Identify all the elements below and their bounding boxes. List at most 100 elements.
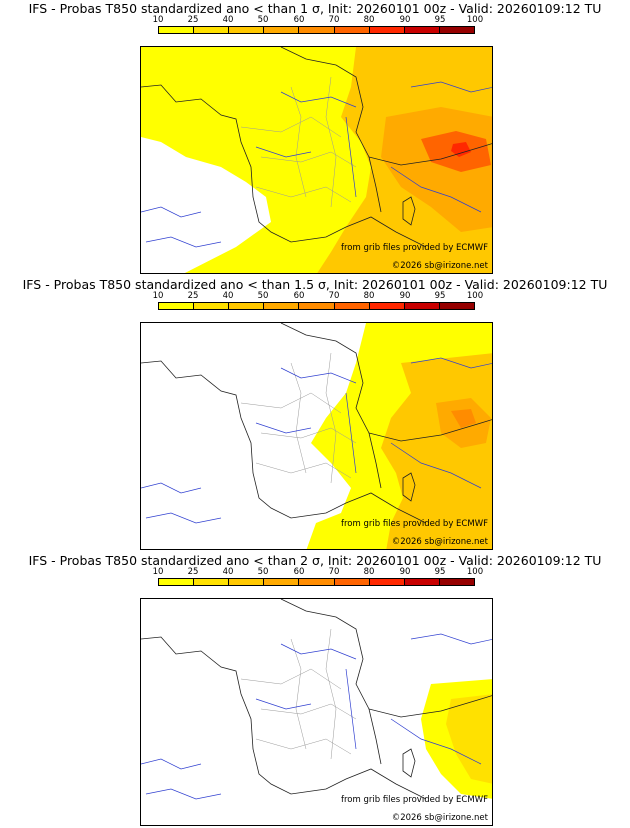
legend-swatch [369,579,405,585]
legend-swatch [439,27,474,33]
legend-tick: 25 [187,15,199,25]
legend-swatch [439,579,474,585]
data-source-credit: from grib files provided by ECMWF [341,795,488,805]
prob-area-80 [451,142,471,157]
legend-colorbar [158,578,475,586]
legend-tick: 10 [152,291,164,301]
legend-ticks: 10 25 40 50 60 70 80 90 95 100 [153,291,484,301]
coastline [141,84,427,248]
copyright-text: ©2026 sb@irizone.net [391,537,488,547]
legend-swatch [404,303,440,309]
legend-tick: 90 [399,567,411,577]
map-title: IFS - Probas T850 standardized ano < tha… [28,553,602,568]
legend-swatch [369,27,405,33]
legend-tick: 90 [399,291,411,301]
island-corsica [402,196,416,226]
legend-tick: 25 [187,567,199,577]
map-title: IFS - Probas T850 standardized ano < tha… [22,277,608,292]
legend-swatch [404,27,440,33]
legend-swatch [159,579,195,585]
data-source-credit: from grib files provided by ECMWF [341,243,488,253]
legend-tick: 50 [257,15,269,25]
legend-tick: 95 [434,15,446,25]
probability-map: from grib files provided by ECMWF ©2026 … [140,598,493,826]
legend-tick: 50 [257,291,269,301]
legend-swatch [334,303,370,309]
region-lines [240,76,357,208]
legend-swatch [264,579,300,585]
legend-swatch [299,579,335,585]
region-lines [240,628,357,760]
legend-ticks: 10 25 40 50 60 70 80 90 95 100 [153,15,484,25]
legend-swatch [369,303,405,309]
legend-swatch [299,27,335,33]
legend-tick: 60 [293,15,305,25]
legend-swatch [194,303,230,309]
map-graphic [141,47,492,273]
legend-tick: 80 [363,291,375,301]
probability-map: from grib files provided by ECMWF ©2026 … [140,322,493,550]
legend-swatch [264,303,300,309]
country-border [368,695,492,718]
country-border [280,47,382,213]
legend-tick: 80 [363,15,375,25]
probability-map: from grib files provided by ECMWF ©2026 … [140,46,493,274]
legend-tick: 25 [187,291,199,301]
coastline [141,360,427,524]
legend-swatch [404,579,440,585]
legend-tick: 50 [257,567,269,577]
legend-swatch [334,579,370,585]
copyright-text: ©2026 sb@irizone.net [391,813,488,823]
panel-1-sigma: IFS - Probas T850 standardized ano < tha… [0,0,630,276]
legend-tick: 40 [222,567,234,577]
legend-swatch [159,27,195,33]
legend-tick: 90 [399,15,411,25]
prob-area-60 [451,409,476,428]
legend-swatch [159,303,195,309]
prob-area-25 [446,694,492,784]
legend-tick: 70 [328,567,340,577]
legend-ticks: 10 25 40 50 60 70 80 90 95 100 [153,567,484,577]
country-border [280,323,382,489]
coastline [141,636,427,800]
legend-swatch [299,303,335,309]
legend-tick: 40 [222,291,234,301]
map-graphic [141,599,492,800]
legend-tick: 100 [466,291,484,301]
legend-tick: 100 [466,567,484,577]
legend-swatch [229,579,265,585]
legend-tick: 60 [293,567,305,577]
country-border [280,599,382,765]
country-border [368,419,492,442]
legend-swatch [194,579,230,585]
rivers [141,81,492,248]
legend-swatch [334,27,370,33]
map-graphic [141,323,492,549]
legend-tick: 70 [328,291,340,301]
rivers [141,633,492,800]
legend-tick: 70 [328,15,340,25]
rivers [141,357,492,524]
legend-swatch [194,27,230,33]
map-title: IFS - Probas T850 standardized ano < tha… [28,1,602,16]
island-corsica [402,472,416,502]
legend-tick: 95 [434,291,446,301]
data-source-credit: from grib files provided by ECMWF [341,519,488,529]
legend-tick: 40 [222,15,234,25]
legend-swatch [229,27,265,33]
legend-swatch [439,303,474,309]
legend-tick: 95 [434,567,446,577]
region-lines [240,352,357,484]
copyright-text: ©2026 sb@irizone.net [391,261,488,271]
legend-tick: 100 [466,15,484,25]
island-corsica [402,748,416,778]
legend-swatch [264,27,300,33]
legend-tick: 10 [152,567,164,577]
legend-colorbar [158,302,475,310]
legend-tick: 10 [152,15,164,25]
legend-tick: 80 [363,567,375,577]
legend-tick: 60 [293,291,305,301]
legend-swatch [229,303,265,309]
country-border [368,143,492,166]
legend-colorbar [158,26,475,34]
